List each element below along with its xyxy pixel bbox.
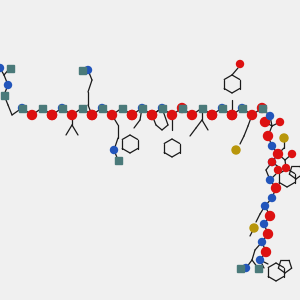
Circle shape xyxy=(257,103,266,112)
Circle shape xyxy=(262,202,268,209)
Circle shape xyxy=(236,61,244,68)
Bar xyxy=(58,104,65,112)
Circle shape xyxy=(277,118,284,125)
Circle shape xyxy=(274,149,283,158)
Circle shape xyxy=(58,104,65,112)
Circle shape xyxy=(188,110,196,119)
Circle shape xyxy=(266,212,274,220)
Bar xyxy=(19,104,26,112)
Circle shape xyxy=(268,158,275,166)
Circle shape xyxy=(208,110,217,119)
Circle shape xyxy=(167,110,176,119)
Bar xyxy=(79,104,86,112)
Circle shape xyxy=(110,146,118,154)
Circle shape xyxy=(88,110,97,119)
Circle shape xyxy=(158,104,166,112)
Bar xyxy=(118,104,125,112)
Circle shape xyxy=(272,184,280,193)
Circle shape xyxy=(256,256,263,263)
Circle shape xyxy=(178,103,187,112)
Circle shape xyxy=(218,104,226,112)
Circle shape xyxy=(266,176,274,184)
Circle shape xyxy=(283,164,290,172)
Bar xyxy=(218,104,226,112)
Circle shape xyxy=(268,142,275,149)
Circle shape xyxy=(242,265,250,272)
Circle shape xyxy=(128,110,136,119)
Bar xyxy=(115,157,122,164)
Bar xyxy=(259,104,266,112)
Bar xyxy=(139,104,145,112)
Circle shape xyxy=(259,238,266,245)
Bar xyxy=(254,265,262,272)
Circle shape xyxy=(148,110,157,119)
Circle shape xyxy=(19,104,26,112)
Circle shape xyxy=(0,64,4,71)
Circle shape xyxy=(280,134,288,142)
Circle shape xyxy=(260,220,268,227)
Circle shape xyxy=(266,112,274,119)
Circle shape xyxy=(232,146,240,154)
Bar xyxy=(79,67,86,73)
Bar xyxy=(1,92,7,98)
Circle shape xyxy=(262,248,271,256)
Bar xyxy=(199,104,206,112)
Circle shape xyxy=(250,224,258,232)
Circle shape xyxy=(263,230,272,238)
Bar xyxy=(98,104,106,112)
Circle shape xyxy=(4,82,11,88)
Circle shape xyxy=(268,194,275,202)
Circle shape xyxy=(98,104,106,112)
Bar xyxy=(236,265,244,272)
Circle shape xyxy=(148,110,157,119)
Circle shape xyxy=(238,104,245,112)
Circle shape xyxy=(88,110,97,119)
Circle shape xyxy=(28,112,35,118)
Circle shape xyxy=(248,110,256,119)
Circle shape xyxy=(208,110,217,119)
Circle shape xyxy=(227,110,236,119)
Circle shape xyxy=(263,131,272,140)
Circle shape xyxy=(128,110,136,119)
Bar xyxy=(7,64,14,71)
Bar xyxy=(238,104,245,112)
Bar xyxy=(158,104,166,112)
Circle shape xyxy=(139,104,145,112)
Bar xyxy=(38,104,46,112)
Circle shape xyxy=(28,110,37,119)
Circle shape xyxy=(274,167,281,173)
Circle shape xyxy=(227,110,236,119)
Circle shape xyxy=(107,110,116,119)
Circle shape xyxy=(260,118,269,127)
Circle shape xyxy=(47,110,56,119)
Bar xyxy=(178,104,185,112)
Circle shape xyxy=(289,151,296,158)
Circle shape xyxy=(188,112,196,118)
Circle shape xyxy=(85,67,92,73)
Circle shape xyxy=(47,110,56,119)
Circle shape xyxy=(68,110,76,119)
Circle shape xyxy=(268,158,275,166)
